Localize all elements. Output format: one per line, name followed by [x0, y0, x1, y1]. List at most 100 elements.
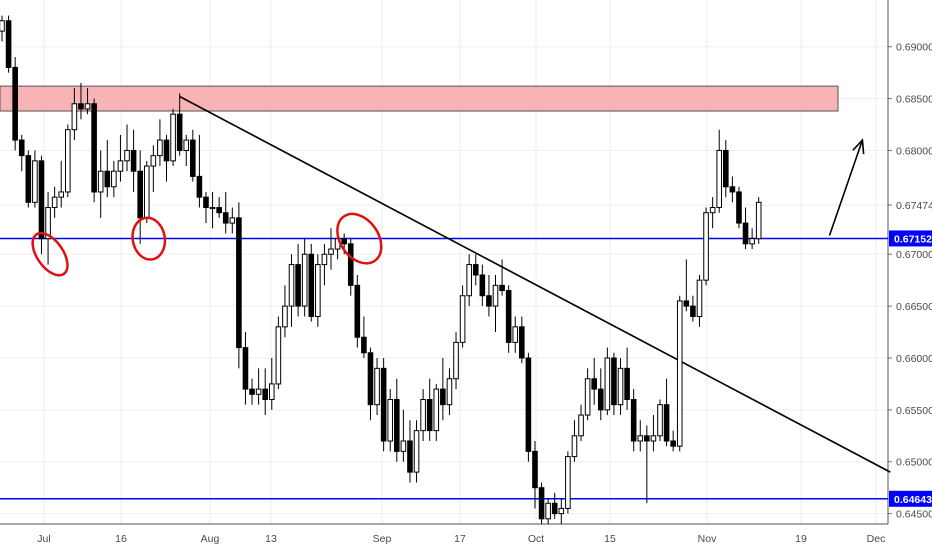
candle-body — [630, 398, 637, 442]
candle-body — [84, 103, 91, 110]
candle-body — [124, 149, 130, 162]
candle-body — [97, 170, 104, 193]
candle-body — [12, 66, 18, 141]
x-tick-label: Dec — [867, 533, 886, 545]
candle-body — [703, 212, 709, 281]
arrow-head — [852, 138, 865, 155]
candle-body — [222, 212, 229, 224]
y-tick-label: 0.67474 — [896, 200, 932, 212]
candle-body — [578, 414, 584, 437]
candle-body — [347, 243, 354, 286]
candle-body — [624, 367, 630, 400]
candle-body — [58, 191, 65, 198]
candle-body — [400, 440, 407, 452]
candle-body — [519, 326, 525, 359]
candle-body — [736, 191, 742, 224]
candle-body — [492, 284, 499, 307]
y-tick-label: 0.68500 — [896, 94, 932, 106]
candle-body — [505, 290, 512, 343]
candle-body — [446, 378, 453, 406]
candle-body — [176, 113, 183, 151]
candle-body — [440, 388, 446, 406]
candle-body — [262, 388, 268, 400]
candle-body — [308, 253, 315, 317]
candle-body — [407, 440, 413, 473]
arrow-shaft — [828, 139, 864, 236]
candle-body — [532, 450, 538, 489]
candle-body — [242, 347, 249, 390]
candle-body — [282, 305, 288, 328]
candle-body — [209, 207, 216, 210]
candle-body — [663, 404, 670, 442]
candle-body — [143, 165, 150, 219]
x-tick-label: 13 — [265, 533, 277, 545]
candle-body — [157, 139, 163, 157]
price-badge — [889, 230, 932, 247]
candle-body — [328, 248, 334, 255]
candle-body — [499, 284, 505, 292]
y-tick-label: 0.65500 — [896, 405, 932, 417]
candle-body — [150, 155, 157, 167]
candle-body — [18, 139, 25, 157]
candle-body — [512, 326, 519, 343]
candle-body — [38, 160, 45, 240]
y-tick-label: 0.68000 — [896, 145, 932, 157]
candle-body — [354, 284, 361, 338]
candle-body — [644, 435, 650, 442]
candle-body — [413, 430, 420, 473]
candle-body — [657, 404, 663, 437]
candle-body — [387, 398, 394, 442]
candle-body — [268, 383, 275, 400]
candle-body — [65, 129, 71, 193]
candle-body — [367, 352, 374, 406]
candle-body — [670, 440, 676, 447]
circle-annotation — [31, 231, 69, 277]
candle-body — [361, 336, 367, 354]
candle-body — [45, 207, 51, 240]
y-tick-label: 0.69000 — [896, 42, 932, 54]
candle-body — [729, 186, 736, 193]
candle-body — [196, 175, 203, 198]
candle-body — [32, 160, 38, 203]
candle-body — [426, 398, 433, 432]
y-tick-label: 0.66000 — [896, 353, 932, 365]
candle-body — [420, 398, 426, 432]
price-badge — [889, 490, 932, 507]
candle-body — [78, 103, 84, 110]
candle-body — [650, 435, 657, 442]
candle-body — [163, 139, 170, 162]
candle-body — [558, 507, 565, 515]
circle-annotation — [131, 216, 167, 261]
candle-body — [472, 264, 479, 276]
candle-body — [525, 357, 532, 452]
candle-body — [716, 149, 723, 209]
candle-body — [0, 20, 5, 32]
y-tick-label: 0.67000 — [896, 249, 932, 261]
candle-body — [295, 264, 301, 307]
candle-body — [5, 20, 12, 68]
candle-body — [183, 139, 190, 151]
candle-body — [255, 388, 262, 395]
x-tick-label: Sep — [373, 533, 392, 545]
candle-body — [380, 367, 387, 442]
candle-body — [453, 341, 459, 380]
candle-body — [486, 295, 492, 307]
candle-body — [604, 357, 611, 411]
x-tick-label: Aug — [201, 533, 220, 545]
candle-body — [394, 398, 400, 452]
candle-body — [137, 170, 143, 219]
candle-body — [459, 295, 466, 343]
trendline — [179, 95, 891, 473]
candle-body — [637, 435, 644, 442]
candle-body — [676, 300, 683, 447]
x-tick-label: 17 — [454, 533, 466, 545]
candle-body — [571, 435, 578, 458]
candle-body — [617, 367, 624, 406]
candle-body — [749, 238, 755, 245]
candle-body — [538, 487, 545, 520]
candle-body — [597, 388, 604, 411]
candle-body — [321, 253, 328, 266]
candle-body — [565, 456, 571, 509]
